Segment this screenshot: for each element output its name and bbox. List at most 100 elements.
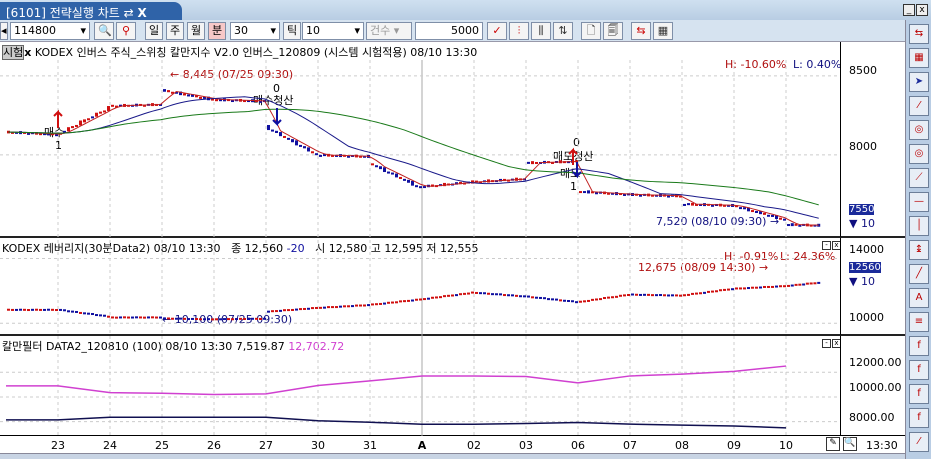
tab-close-button[interactable]: X: [137, 6, 147, 20]
candle: [607, 192, 610, 195]
code-select[interactable]: 114800 ▾: [10, 22, 90, 40]
bar-chart-icon[interactable]: ⫶: [509, 22, 529, 40]
candle: [423, 298, 426, 301]
drawing-tool-button[interactable]: ▦: [909, 48, 929, 68]
candle: [183, 93, 186, 96]
drawing-tool-button[interactable]: f: [909, 360, 929, 380]
candle: [271, 129, 274, 132]
panel1-close-icon[interactable]: x: [24, 46, 32, 59]
time-tick-label: 24: [103, 439, 117, 452]
scroll-left-button[interactable]: ◂: [0, 22, 8, 40]
drawing-tool-button[interactable]: ≡: [909, 312, 929, 332]
candle: [15, 308, 18, 311]
period-tick-button[interactable]: 틱: [283, 22, 302, 40]
candle: [163, 89, 166, 92]
zoom-icon[interactable]: 🔍: [843, 437, 857, 451]
period-day-button[interactable]: 일: [145, 22, 164, 40]
candle: [275, 310, 278, 313]
drawing-tool-button[interactable]: ◎: [909, 120, 929, 140]
candle: [531, 161, 534, 165]
period-week-button[interactable]: 주: [166, 22, 185, 40]
candle: [71, 310, 74, 313]
interval-select[interactable]: 30 ▾: [230, 22, 280, 40]
panel3-minimize-button[interactable]: -: [822, 339, 831, 348]
document-icon[interactable]: 🗋: [581, 22, 601, 40]
drawing-tool-button[interactable]: ◎: [909, 144, 929, 164]
drawing-tool-button[interactable]: ➤: [909, 72, 929, 92]
candle: [267, 125, 270, 131]
search-icon[interactable]: 🔍: [94, 22, 114, 40]
drawing-tool-button[interactable]: ⁄: [909, 96, 929, 116]
close-button[interactable]: x: [916, 4, 928, 16]
search-mark-icon[interactable]: ⚲: [116, 22, 136, 40]
candle: [219, 99, 222, 102]
period-minute-button[interactable]: 분: [208, 22, 227, 40]
panel2-header: KODEX 레버리지(30분Data2) 08/10 13:30 종 12,56…: [2, 242, 479, 255]
candle: [371, 303, 374, 306]
drawing-tool-button[interactable]: A: [909, 288, 929, 308]
candle: [595, 298, 598, 301]
candle: [735, 205, 738, 208]
drawing-tool-button[interactable]: ╱: [909, 264, 929, 284]
tick-select[interactable]: 10 ▾: [302, 22, 364, 40]
edit-icon[interactable]: ✎: [826, 437, 840, 451]
candle: [707, 290, 710, 293]
candle: [187, 94, 190, 97]
candle: [307, 307, 310, 310]
candle: [479, 292, 482, 295]
volume-icon[interactable]: ⫼: [531, 22, 551, 40]
candle: [331, 154, 334, 157]
drawing-tool-button[interactable]: —: [909, 192, 929, 212]
candle: [295, 308, 298, 311]
candle: [63, 309, 66, 312]
candle: [551, 161, 554, 164]
drawing-tool-button[interactable]: │: [909, 216, 929, 236]
candle: [567, 300, 570, 303]
candle: [323, 306, 326, 309]
window-tab[interactable]: [6101] 전략실행 차트 ⇄ X: [0, 2, 182, 20]
export-icon[interactable]: ⇆: [631, 22, 651, 40]
drawing-tool-button[interactable]: ⇆: [909, 24, 929, 44]
candle: [211, 98, 214, 101]
drawing-tool-button[interactable]: ⁄: [909, 432, 929, 452]
up-down-icon[interactable]: ⇅: [553, 22, 573, 40]
candle: [259, 100, 262, 103]
time-tick-label: 23: [51, 439, 65, 452]
link-icon[interactable]: ⇄: [123, 6, 134, 20]
candle: [91, 313, 94, 316]
high-pct: H: -10.60%: [725, 58, 787, 71]
candle: [359, 304, 362, 307]
candle: [798, 283, 802, 286]
candle: [23, 308, 26, 311]
drawing-tool-button[interactable]: ↨: [909, 240, 929, 260]
drawing-tool-button[interactable]: ⟋: [909, 168, 929, 188]
candle: [805, 282, 809, 285]
candle: [167, 90, 170, 93]
report-icon[interactable]: 🗐: [603, 22, 623, 40]
candle: [87, 312, 90, 315]
candle: [323, 154, 326, 157]
candle: [199, 96, 202, 99]
candle: [759, 286, 762, 289]
period-month-button[interactable]: 월: [187, 22, 206, 40]
candle: [67, 310, 70, 313]
count-input[interactable]: 5000: [415, 22, 483, 40]
grid-icon[interactable]: ▦: [653, 22, 673, 40]
candle: [783, 218, 786, 221]
exit-arrow: [568, 147, 578, 165]
time-tick-label: 31: [363, 439, 377, 452]
candle: [147, 316, 150, 319]
horizontal-scrollbar[interactable]: [0, 453, 905, 459]
candle: [683, 294, 686, 297]
count-select[interactable]: 건수 ▾: [366, 22, 412, 40]
panel2-minimize-button[interactable]: -: [822, 241, 831, 250]
minimize-button[interactable]: _: [903, 4, 915, 16]
candle: [347, 305, 350, 308]
candle: [463, 292, 466, 295]
drawing-tool-button[interactable]: f: [909, 384, 929, 404]
drawing-tool-button[interactable]: f: [909, 408, 929, 428]
signal-icon[interactable]: ✓: [487, 22, 507, 40]
drawing-tool-button[interactable]: f: [909, 336, 929, 356]
candle: [813, 224, 817, 227]
time-tick-label: 08: [675, 439, 689, 452]
